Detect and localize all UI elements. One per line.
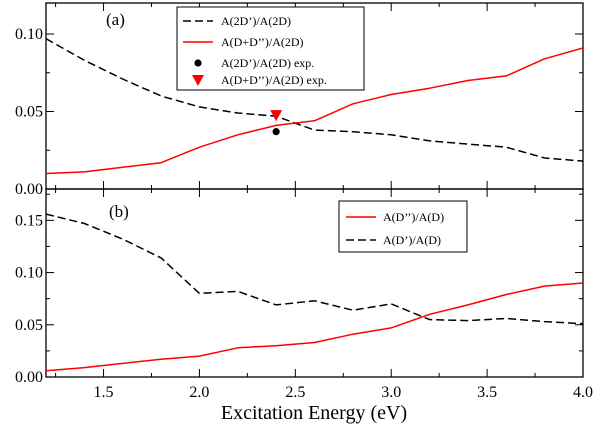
y-tick-label: 0.10 — [15, 265, 43, 282]
series-layer — [46, 38, 583, 175]
series-line — [46, 213, 583, 325]
data-point-marker — [270, 110, 283, 122]
x-tick-label: 1.5 — [94, 384, 114, 401]
legend-label: A(D+D’’)/A(2D) exp. — [221, 73, 327, 87]
legend-label: A(2D’)/A(2D) exp. — [221, 56, 314, 70]
series-line — [46, 38, 583, 162]
series-layer — [46, 213, 583, 372]
legend: A(D’’)/A(D) A(D’)/A(D) — [338, 200, 468, 253]
legend-marker — [194, 59, 202, 67]
y-tick-label: 0.05 — [15, 317, 43, 334]
series-line — [46, 47, 583, 175]
y-tick-label: 0.15 — [15, 212, 43, 229]
x-tick-label: 2.0 — [189, 384, 209, 401]
legend-label: A(D+D’’)/A(2D) — [221, 35, 304, 49]
y-tick-label: 0.00 — [15, 181, 43, 198]
x-axis-title: Excitation Energy (eV) — [221, 402, 407, 424]
legend-label: A(D’’)/A(D) — [383, 210, 444, 224]
series-line — [46, 282, 583, 372]
legend-box — [338, 200, 468, 253]
legend: A(2D’)/A(2D) A(D+D’’)/A(2D) A(2D’)/A(2D) e… — [176, 6, 365, 91]
data-point-marker — [272, 128, 280, 136]
y-tick-label: 0.05 — [15, 104, 43, 121]
legend-label: A(2D’)/A(2D) — [221, 14, 291, 28]
x-tick-label: 3.0 — [381, 384, 401, 401]
y-tick-label: 0.00 — [15, 369, 43, 386]
legend-marker — [192, 75, 204, 86]
x-tick-label: 4.0 — [573, 384, 593, 401]
x-tick-label: 3.5 — [477, 384, 497, 401]
x-tick-label: 2.5 — [285, 384, 305, 401]
panel-label: (a) — [106, 10, 125, 29]
panel-label: (b) — [109, 202, 129, 221]
panel-a: 0.00 0.05 0.10 (a) A(2D’)/A(2D) A(D+D’’)/A(2D… — [15, 2, 584, 198]
legend-label: A(D’)/A(D) — [383, 233, 441, 247]
y-tick-label: 0.10 — [15, 26, 43, 43]
panel-b: 1.5 2.0 2.5 3.0 3.5 4.0 0.00 0.05 0.10 0.15 (b) A(D… — [15, 188, 593, 401]
